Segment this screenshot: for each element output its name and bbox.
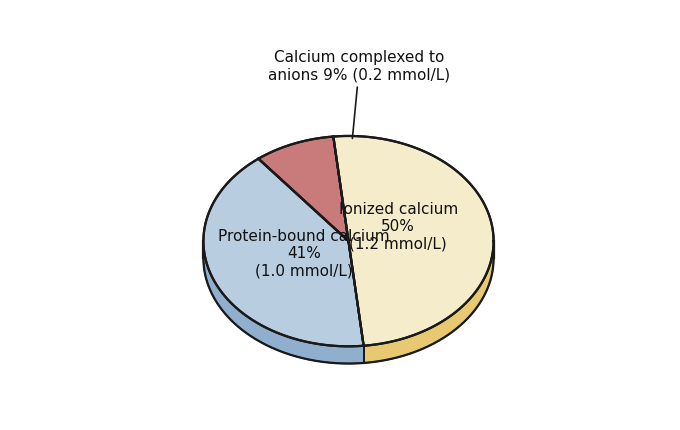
Polygon shape xyxy=(258,137,348,242)
Text: Protein-bound calcium
41%
(1.0 mmol/L): Protein-bound calcium 41% (1.0 mmol/L) xyxy=(218,228,390,278)
Polygon shape xyxy=(364,242,494,363)
Text: Ionized calcium
50%
(1.2 mmol/L): Ionized calcium 50% (1.2 mmol/L) xyxy=(339,201,458,251)
Text: Calcium complexed to
anions 9% (0.2 mmol/L): Calcium complexed to anions 9% (0.2 mmol… xyxy=(269,50,450,139)
Polygon shape xyxy=(333,137,494,346)
Polygon shape xyxy=(203,242,364,364)
Polygon shape xyxy=(203,160,364,347)
